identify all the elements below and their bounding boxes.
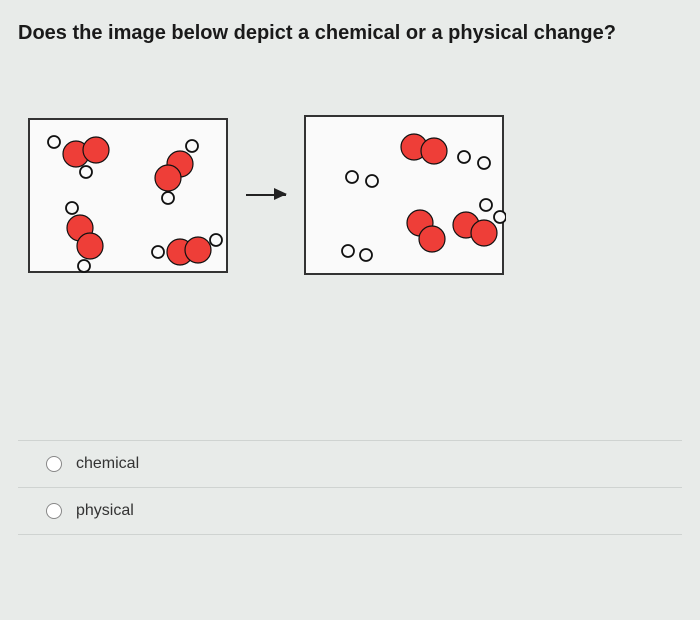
radio-icon	[46, 456, 62, 472]
radio-icon	[46, 503, 62, 519]
options-list: chemical physical	[18, 440, 682, 535]
option-label: physical	[76, 502, 134, 520]
arrow-icon	[246, 194, 286, 197]
diagram	[28, 115, 682, 275]
before-box	[28, 118, 228, 273]
option-physical[interactable]: physical	[18, 487, 682, 535]
question-text: Does the image below depict a chemical o…	[18, 22, 682, 45]
after-box	[304, 115, 504, 275]
option-label: chemical	[76, 455, 139, 473]
option-chemical[interactable]: chemical	[18, 440, 682, 487]
